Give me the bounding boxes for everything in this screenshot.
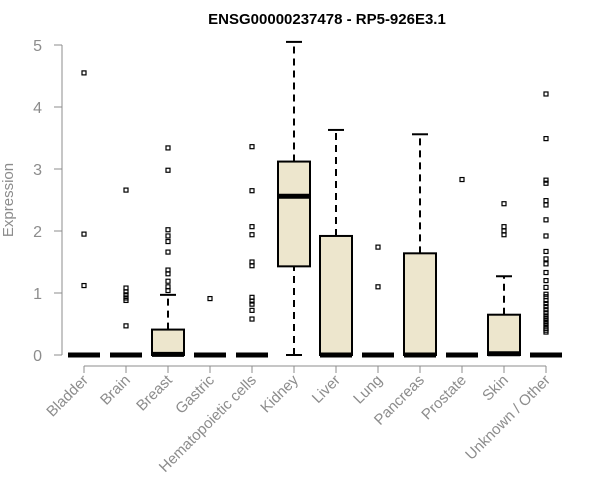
x-tick-label: Breast xyxy=(133,371,176,414)
iqr-box xyxy=(277,160,311,268)
outlier-point xyxy=(165,287,171,294)
outlier-point xyxy=(165,145,171,151)
outlier-point xyxy=(165,167,171,173)
outlier-point xyxy=(543,261,549,267)
outlier-point xyxy=(123,292,129,298)
outlier-point xyxy=(207,295,213,302)
x-tick-label: Lung xyxy=(350,372,386,408)
outlier-point xyxy=(543,217,549,223)
outlier-point xyxy=(543,269,549,276)
outlier-point xyxy=(501,232,507,238)
outlier-point xyxy=(543,329,549,335)
y-axis-label: Expression xyxy=(0,163,17,237)
outlier-point xyxy=(249,307,255,313)
outlier-point xyxy=(123,187,129,193)
outlier-point xyxy=(375,284,381,290)
outlier-point xyxy=(543,233,549,239)
outlier-point xyxy=(165,233,171,239)
outlier-point xyxy=(543,304,549,310)
outlier-point xyxy=(501,224,507,230)
box-pancreas xyxy=(403,133,437,358)
outlier-point xyxy=(165,271,171,277)
box-kidney xyxy=(277,40,311,356)
box-prostate xyxy=(446,176,478,358)
box-lung xyxy=(362,244,394,358)
outlier-point xyxy=(543,310,549,316)
x-tick-label: Skin xyxy=(479,372,512,405)
outlier-point xyxy=(249,224,255,230)
outlier-point xyxy=(249,298,255,304)
x-tick-label: Brain xyxy=(97,372,134,409)
outlier-point xyxy=(375,244,381,250)
outlier-point xyxy=(249,188,255,194)
x-tick-label: Liver xyxy=(309,372,344,407)
box-brain xyxy=(110,187,142,358)
outlier-point xyxy=(81,282,87,289)
outlier-point xyxy=(249,301,255,307)
outlier-point xyxy=(543,284,549,291)
outlier-point xyxy=(81,70,87,76)
outlier-point xyxy=(543,248,549,255)
iqr-box xyxy=(319,234,353,357)
y-axis: 0 1 2 3 4 5 xyxy=(33,38,63,365)
y-tick-label: 2 xyxy=(33,224,42,241)
box-gastric xyxy=(194,295,226,358)
outlier-point xyxy=(543,278,549,284)
outlier-point xyxy=(249,316,255,322)
outlier-point xyxy=(543,202,549,208)
outlier-point xyxy=(543,91,549,97)
y-tick-label: 4 xyxy=(33,100,42,117)
outlier-point xyxy=(501,201,507,207)
outlier-point xyxy=(81,231,87,237)
outlier-point xyxy=(165,278,171,284)
iqr-box xyxy=(403,252,437,357)
y-tick-label: 1 xyxy=(33,286,42,303)
outlier-point xyxy=(165,249,171,255)
outlier-point xyxy=(249,232,255,238)
box-liver xyxy=(319,128,353,358)
outlier-point xyxy=(543,300,549,307)
box-skin xyxy=(487,201,521,357)
iqr-box xyxy=(487,313,521,357)
outlier-point xyxy=(165,227,171,233)
box-bladder xyxy=(68,70,100,358)
outlier-point xyxy=(249,263,255,269)
boxes xyxy=(68,40,562,358)
outlier-point xyxy=(459,176,465,183)
outlier-point xyxy=(543,256,549,262)
chart-title: ENSG00000237478 - RP5-926E3.1 xyxy=(208,11,446,28)
box-breast xyxy=(151,145,185,357)
outlier-point xyxy=(543,180,549,186)
outlier-point xyxy=(543,307,549,313)
x-tick-label: Bladder xyxy=(43,372,92,421)
iqr-box xyxy=(151,328,185,356)
outlier-point xyxy=(543,198,549,204)
outlier-point xyxy=(123,323,129,329)
outlier-point xyxy=(165,238,171,245)
box-hematopoietic-cells xyxy=(236,144,268,358)
x-tick-label: Prostate xyxy=(418,372,470,424)
x-tick-label: Kidney xyxy=(257,371,302,416)
outlier-point xyxy=(543,177,549,183)
y-tick-label: 0 xyxy=(33,348,42,365)
outlier-point xyxy=(543,297,549,304)
outlier-point xyxy=(123,297,129,304)
outlier-point xyxy=(543,136,549,142)
outlier-point xyxy=(249,144,255,150)
outlier-point xyxy=(123,289,129,295)
box-unknown-other xyxy=(530,91,562,358)
y-tick-label: 5 xyxy=(33,38,42,55)
y-tick-label: 3 xyxy=(33,162,42,179)
